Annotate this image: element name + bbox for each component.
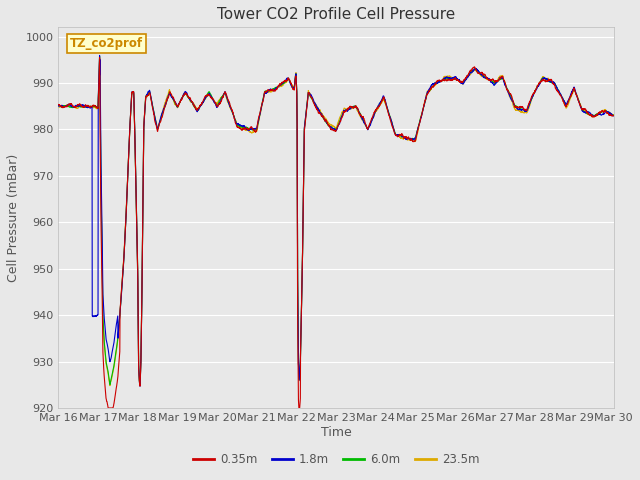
Text: TZ_co2prof: TZ_co2prof — [70, 37, 143, 50]
Title: Tower CO2 Profile Cell Pressure: Tower CO2 Profile Cell Pressure — [217, 7, 455, 22]
Y-axis label: Cell Pressure (mBar): Cell Pressure (mBar) — [7, 154, 20, 282]
X-axis label: Time: Time — [321, 426, 351, 439]
Legend: 0.35m, 1.8m, 6.0m, 23.5m: 0.35m, 1.8m, 6.0m, 23.5m — [188, 448, 484, 470]
